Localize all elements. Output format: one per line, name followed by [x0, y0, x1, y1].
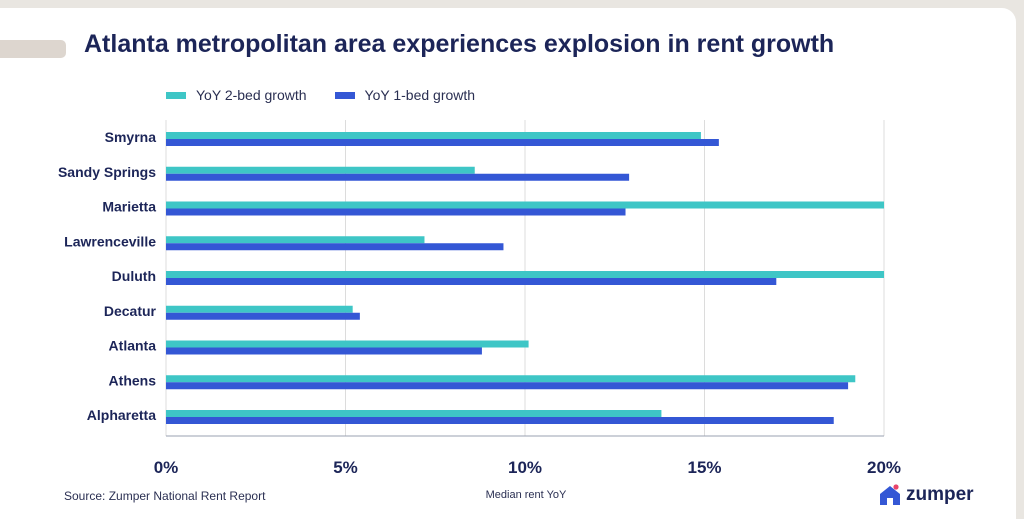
legend-swatch-2bed [166, 91, 186, 99]
legend-item-1bed: YoY 1-bed growth [334, 87, 476, 103]
category-label: Sandy Springs [58, 164, 156, 180]
category-label: Smyrna [105, 129, 157, 145]
bar-1bed [166, 173, 630, 181]
bar-1bed [166, 312, 360, 320]
category-label: Atlanta [109, 338, 157, 354]
bar-2bed [166, 375, 856, 383]
source-note: Source: Zumper National Rent Report [64, 489, 266, 503]
bar-chart: 0% 5% 10% 15% 20% Median rent YoY Smyrna Sandy … [58, 120, 901, 501]
legend: YoY 2-bed growth YoY 1-bed growth [166, 87, 503, 103]
bar-2bed [166, 236, 425, 244]
bar-2bed [166, 271, 884, 278]
chart-title: Atlanta metropolitan area experiences ex… [84, 30, 835, 58]
x-tick-label: 10% [508, 458, 542, 477]
bar-2bed [166, 166, 475, 174]
category-label: Athens [109, 372, 157, 388]
bar-1bed [166, 382, 849, 390]
legend-label-1bed: YoY 1-bed growth [364, 87, 476, 103]
bar-1bed [166, 347, 482, 355]
category-label: Lawrenceville [64, 233, 156, 249]
x-tick-label: 0% [154, 458, 179, 477]
decorative-bar [0, 40, 66, 58]
category-label: Duluth [112, 268, 156, 284]
bar-1bed [166, 417, 834, 424]
bar-1bed [166, 278, 777, 285]
bar-2bed [166, 410, 662, 417]
legend-swatch-1bed [334, 91, 355, 99]
bar-2bed [166, 132, 701, 139]
category-label: Alpharetta [87, 407, 156, 423]
bar-2bed [166, 340, 529, 348]
bar-2bed [166, 305, 353, 313]
legend-item-2bed: YoY 2-bed growth [166, 87, 307, 103]
house-icon [880, 484, 900, 505]
x-axis-label: Median rent YoY [486, 489, 567, 501]
bar-2bed [166, 201, 884, 209]
bar-1bed [166, 208, 626, 216]
category-label: Decatur [104, 303, 157, 319]
bar-1bed [166, 243, 504, 251]
category-label: Marietta [102, 199, 156, 215]
brand-logo: zumper [878, 484, 974, 506]
x-tick-label: 20% [867, 458, 901, 477]
x-tick-label: 15% [687, 458, 721, 477]
x-tick-label: 5% [333, 458, 358, 477]
legend-label-2bed: YoY 2-bed growth [196, 87, 307, 103]
chart-card: Atlanta metropolitan area experiences ex… [0, 8, 1016, 519]
bar-1bed [166, 139, 719, 146]
brand-name: zumper [906, 484, 974, 505]
